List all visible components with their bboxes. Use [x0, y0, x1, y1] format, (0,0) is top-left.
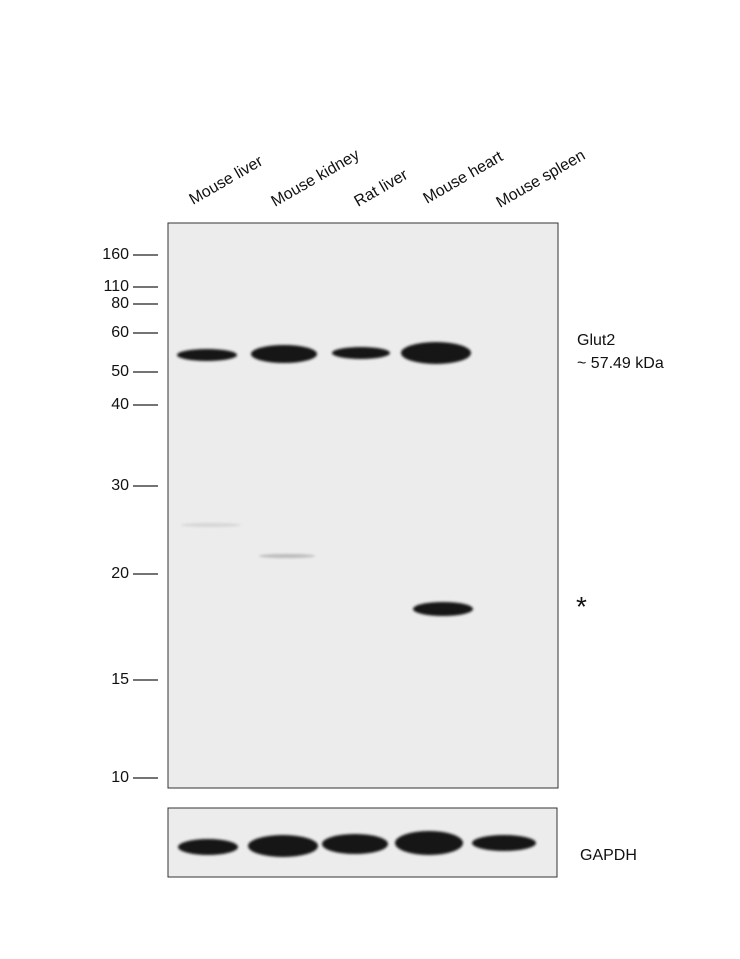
- target-size: ~ 57.49 kDa: [577, 355, 664, 372]
- band: [177, 349, 237, 361]
- marker-label: 15: [111, 671, 129, 688]
- marker-label: 10: [111, 769, 129, 786]
- band: [413, 602, 473, 616]
- band: [322, 834, 388, 854]
- band: [248, 835, 318, 857]
- lane-label: Mouse kidney: [269, 146, 363, 210]
- marker-label: 20: [111, 565, 129, 582]
- band: [401, 342, 471, 364]
- marker-label: 30: [111, 477, 129, 494]
- marker-label: 60: [111, 324, 129, 341]
- marker-label: 40: [111, 396, 129, 413]
- marker-label: 160: [102, 246, 129, 263]
- band: [178, 839, 238, 855]
- lane-label: Rat liver: [352, 166, 412, 210]
- band: [395, 831, 463, 855]
- marker-label: 110: [103, 278, 129, 295]
- marker-label: 50: [111, 363, 129, 380]
- band: [251, 345, 317, 363]
- target-name: Glut2: [577, 332, 615, 349]
- bands: [177, 342, 536, 857]
- lane-label: Mouse liver: [187, 153, 267, 209]
- loading-control: GAPDH: [580, 847, 637, 864]
- lane-label: Mouse spleen: [494, 147, 589, 212]
- marker-label: 80: [111, 295, 129, 312]
- faint-band: [259, 554, 315, 558]
- nonspecific-marker: *: [576, 591, 587, 622]
- band: [472, 835, 536, 851]
- band: [332, 347, 390, 359]
- main-blot: [167, 222, 559, 789]
- faint-band: [181, 523, 241, 527]
